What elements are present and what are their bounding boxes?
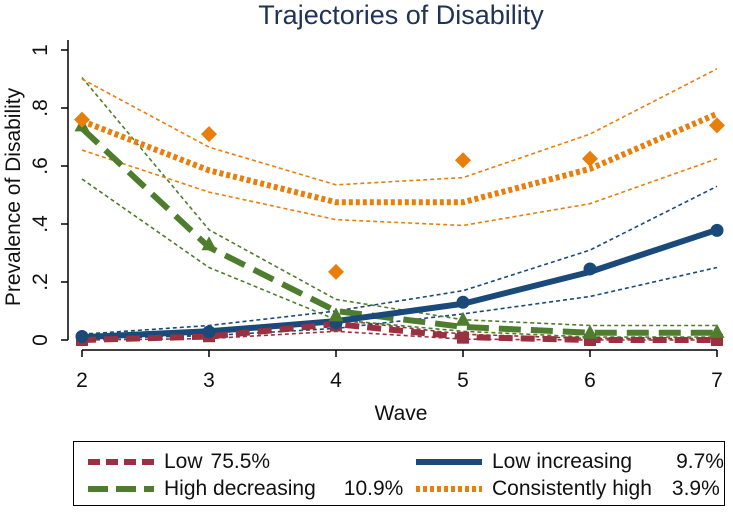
legend-label-consistently-high: Consistently high — [492, 477, 652, 500]
fitted-line-low — [81, 321, 717, 343]
y-tick-label: 1 — [29, 44, 52, 56]
marker-high-decreasing — [328, 307, 344, 322]
marker-high-decreasing — [201, 236, 217, 251]
legend-label-low-increasing: Low increasing — [492, 450, 633, 473]
axes: 0 .2 .4 .6 .8 1 2 3 4 5 6 7 — [29, 40, 723, 392]
fitted-line-consistently-high — [80, 111, 719, 206]
y-tick-label: .8 — [29, 99, 52, 117]
marker-consistently-high — [74, 111, 90, 128]
x-tick-label: 3 — [203, 369, 215, 392]
plot-area — [74, 68, 725, 346]
y-tick-label: .6 — [29, 157, 52, 175]
legend-item-low-increasing: Low increasing 9.7% — [414, 449, 724, 475]
marker-consistently-high — [455, 152, 471, 169]
legend-share-low: 75.5% — [210, 450, 271, 473]
ci-line-ci-lower-consistently-high — [81, 149, 718, 227]
legend-swatch-consistently-high — [416, 486, 482, 492]
legend-share-low-increasing: 9.7% — [676, 450, 724, 473]
legend-label-high-decreasing: High decreasing — [164, 477, 316, 500]
marker-high-decreasing — [709, 323, 725, 338]
ci-line-ci-lower-low-increasing — [81, 266, 718, 340]
marker-low-increasing — [75, 330, 89, 344]
marker-low — [457, 331, 469, 344]
x-tick-label: 7 — [711, 369, 723, 392]
x-tick-label: 6 — [584, 369, 596, 392]
legend-item-high-decreasing: High decreasing 10.9% — [86, 476, 403, 502]
marker-consistently-high — [201, 126, 217, 143]
ci-line-ci-upper-consistently-high — [81, 68, 718, 186]
marker-high-decreasing — [455, 311, 471, 326]
marker-low-increasing — [710, 223, 724, 237]
y-tick-label: .4 — [29, 215, 52, 233]
legend-swatch-high-decreasing — [88, 486, 154, 492]
marker-low-increasing — [583, 262, 597, 276]
legend-swatch-low-increasing — [416, 459, 482, 465]
ci-line-ci-upper-low-increasing — [81, 185, 718, 335]
x-tick-label: 2 — [76, 369, 88, 392]
fitted-line-low-increasing — [81, 226, 718, 341]
y-tick-label: 0 — [29, 334, 52, 346]
y-axis-label: Prevalence of Disability — [2, 87, 25, 306]
legend-item-consistently-high: Consistently high 3.9% — [414, 476, 720, 502]
chart-title: Trajectories of Disability — [258, 0, 544, 30]
chart-svg: Trajectories of Disability Prevalence of… — [2, 0, 725, 425]
x-tick-label: 4 — [330, 369, 342, 392]
legend-share-consistently-high: 3.9% — [671, 477, 720, 500]
y-tick-label: .2 — [29, 273, 52, 291]
legend-item-low: Low 75.5% — [86, 449, 270, 475]
marker-high-decreasing — [582, 324, 598, 339]
marker-low-increasing — [456, 295, 470, 309]
legend-share-high-decreasing: 10.9% — [343, 477, 404, 500]
marker-consistently-high — [582, 150, 598, 167]
ci-line-ci-lower-low — [81, 330, 717, 341]
fitted-line-high-decreasing — [79, 126, 717, 336]
marker-consistently-high — [709, 117, 725, 134]
legend-label-low: Low — [164, 450, 203, 473]
marker-consistently-high — [328, 263, 344, 280]
x-axis-label: Wave — [375, 402, 428, 425]
legend-swatch-low — [88, 459, 154, 465]
x-tick-label: 5 — [457, 369, 469, 392]
marker-low-increasing — [202, 325, 216, 339]
legend: Low 75.5% Low increasing 9.7% High decre… — [73, 441, 725, 506]
